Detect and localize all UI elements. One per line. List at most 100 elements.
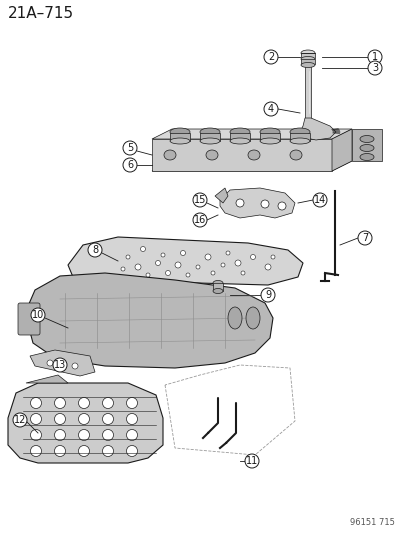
Circle shape <box>88 243 102 257</box>
Circle shape <box>185 273 190 277</box>
Circle shape <box>235 260 240 266</box>
Text: 2: 2 <box>267 52 273 62</box>
Circle shape <box>102 446 113 456</box>
Circle shape <box>31 308 45 322</box>
Polygon shape <box>152 139 331 171</box>
Circle shape <box>72 363 78 369</box>
Text: 9: 9 <box>264 290 271 300</box>
Ellipse shape <box>199 138 219 144</box>
Bar <box>300 59 314 64</box>
Text: 14: 14 <box>313 195 325 205</box>
Circle shape <box>126 414 137 424</box>
Circle shape <box>367 50 381 64</box>
Polygon shape <box>68 237 302 285</box>
Bar <box>212 283 223 291</box>
Circle shape <box>204 254 211 260</box>
Circle shape <box>102 414 113 424</box>
Circle shape <box>161 253 165 257</box>
Text: 8: 8 <box>92 245 98 255</box>
Polygon shape <box>152 161 351 171</box>
Circle shape <box>102 398 113 408</box>
Circle shape <box>192 193 206 207</box>
FancyBboxPatch shape <box>18 303 40 335</box>
Circle shape <box>78 414 89 424</box>
Circle shape <box>264 264 271 270</box>
Circle shape <box>357 231 371 245</box>
Polygon shape <box>331 129 351 171</box>
Circle shape <box>180 251 185 255</box>
Circle shape <box>271 255 274 259</box>
Circle shape <box>312 193 326 207</box>
Text: 10: 10 <box>32 310 44 320</box>
Circle shape <box>221 263 224 267</box>
Circle shape <box>155 261 160 265</box>
Circle shape <box>102 430 113 440</box>
Circle shape <box>211 271 214 275</box>
Polygon shape <box>299 118 335 140</box>
Circle shape <box>31 430 41 440</box>
Polygon shape <box>219 188 294 218</box>
Text: 11: 11 <box>245 456 257 466</box>
Ellipse shape <box>289 150 301 160</box>
Bar <box>170 133 190 141</box>
Circle shape <box>277 202 285 210</box>
Polygon shape <box>214 188 228 203</box>
Ellipse shape <box>359 154 373 160</box>
Text: 3: 3 <box>371 63 377 73</box>
Circle shape <box>123 141 137 155</box>
Polygon shape <box>25 273 272 368</box>
Circle shape <box>121 267 125 271</box>
Circle shape <box>126 430 137 440</box>
Circle shape <box>31 414 41 424</box>
Circle shape <box>146 273 150 277</box>
Text: 1: 1 <box>371 52 377 62</box>
Bar <box>230 133 249 141</box>
Text: 12: 12 <box>14 415 26 425</box>
Circle shape <box>367 61 381 75</box>
Circle shape <box>53 358 67 372</box>
Polygon shape <box>152 129 351 139</box>
Circle shape <box>13 413 27 427</box>
Circle shape <box>225 251 230 255</box>
Bar <box>199 133 219 141</box>
Ellipse shape <box>259 138 279 144</box>
Text: 15: 15 <box>193 195 206 205</box>
Circle shape <box>260 288 274 302</box>
Text: 21A–715: 21A–715 <box>8 6 74 21</box>
Ellipse shape <box>199 128 219 136</box>
Text: 5: 5 <box>126 143 133 153</box>
Ellipse shape <box>206 150 218 160</box>
Bar <box>304 66 310 118</box>
Ellipse shape <box>289 138 309 144</box>
Text: 13: 13 <box>54 360 66 370</box>
Circle shape <box>55 430 65 440</box>
Ellipse shape <box>259 128 279 136</box>
Circle shape <box>263 50 277 64</box>
Circle shape <box>250 254 255 260</box>
Circle shape <box>126 446 137 456</box>
Text: 6: 6 <box>127 160 133 170</box>
Text: 16: 16 <box>193 215 206 225</box>
Circle shape <box>78 398 89 408</box>
Ellipse shape <box>228 307 242 329</box>
Circle shape <box>126 398 137 408</box>
Circle shape <box>126 255 130 259</box>
Polygon shape <box>8 383 163 463</box>
Ellipse shape <box>230 138 249 144</box>
Text: 7: 7 <box>361 233 367 243</box>
Ellipse shape <box>212 288 223 294</box>
Text: 96151 715: 96151 715 <box>349 518 394 527</box>
Circle shape <box>55 446 65 456</box>
Circle shape <box>55 398 65 408</box>
Circle shape <box>192 213 206 227</box>
Circle shape <box>47 360 53 366</box>
Ellipse shape <box>300 50 314 56</box>
Ellipse shape <box>300 56 314 61</box>
Circle shape <box>55 414 65 424</box>
Ellipse shape <box>212 280 223 286</box>
Circle shape <box>31 446 41 456</box>
Ellipse shape <box>170 138 190 144</box>
Polygon shape <box>30 350 95 376</box>
Ellipse shape <box>170 128 190 136</box>
Text: 4: 4 <box>267 104 273 114</box>
